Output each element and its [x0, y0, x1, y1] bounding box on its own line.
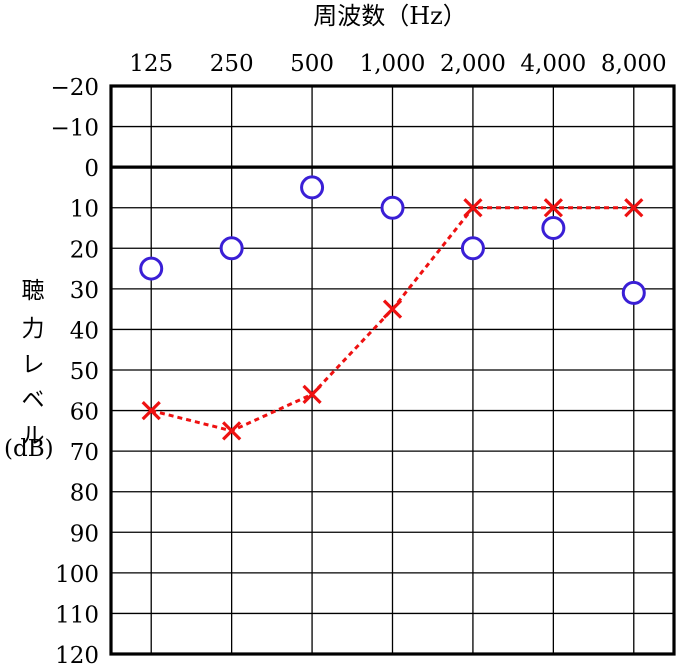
y-tick-label: 90 — [70, 521, 99, 547]
y-tick-label: 30 — [70, 278, 99, 304]
circle-marker — [621, 280, 646, 305]
circle-marker — [541, 216, 566, 240]
y-tick-label: 60 — [70, 400, 99, 426]
y-tick-label: 50 — [70, 359, 99, 385]
plot-frame — [109, 84, 676, 656]
x-tick-label: 500 — [290, 51, 334, 77]
y-tick-label: 40 — [70, 318, 99, 344]
circle-marker — [139, 256, 164, 281]
cross-marker — [543, 198, 563, 218]
grid — [111, 86, 674, 654]
y-tick-label: −10 — [50, 116, 99, 142]
cross-marker — [624, 198, 644, 218]
circle-marker — [460, 236, 485, 261]
y-axis-title-char: ル — [22, 423, 45, 449]
y-axis-title-char: 聴 — [22, 278, 45, 304]
y-axis-title-char: レ — [22, 352, 45, 378]
y-axis-title-char: ベ — [22, 387, 45, 413]
x-tick-label: 125 — [129, 51, 173, 77]
y-axis-unit: (dB) — [4, 436, 54, 462]
y-tick-label: 110 — [55, 602, 99, 628]
y-axis-title-char: 力 — [22, 316, 45, 342]
y-tick-label: 20 — [70, 237, 99, 263]
x-tick-label: 2,000 — [440, 51, 506, 77]
cross-marker — [302, 384, 322, 404]
cross-marker — [463, 198, 483, 218]
cross-marker — [382, 299, 403, 319]
cross-marker — [222, 421, 242, 441]
circle-marker — [380, 195, 405, 220]
x-tick-label: 250 — [210, 51, 254, 77]
plot-border — [109, 84, 676, 656]
circle-marker — [219, 236, 244, 261]
y-tick-labels: −20 −10 0 10 20 30 40 50 60 70 80 90 100 110 120 — [50, 75, 99, 669]
data-series — [139, 175, 646, 441]
x-tick-labels: 125 250 500 1,000 2,000 4,000 8,000 — [129, 51, 666, 77]
y-tick-label: 120 — [55, 643, 99, 669]
x-tick-label: 1,000 — [360, 51, 426, 77]
y-tick-label: 70 — [70, 440, 99, 466]
x-tick-label: 8,000 — [601, 51, 667, 77]
y-tick-label: 100 — [55, 562, 99, 588]
y-tick-label: 10 — [70, 197, 99, 223]
circle-marker — [300, 175, 325, 200]
cross-marker — [141, 400, 161, 421]
y-tick-label: −20 — [50, 75, 99, 101]
y-tick-label: 0 — [84, 156, 99, 182]
x-tick-label: 4,000 — [520, 51, 586, 77]
y-tick-label: 80 — [70, 481, 99, 507]
x-axis-title: 周波数（Hz） — [313, 2, 467, 30]
